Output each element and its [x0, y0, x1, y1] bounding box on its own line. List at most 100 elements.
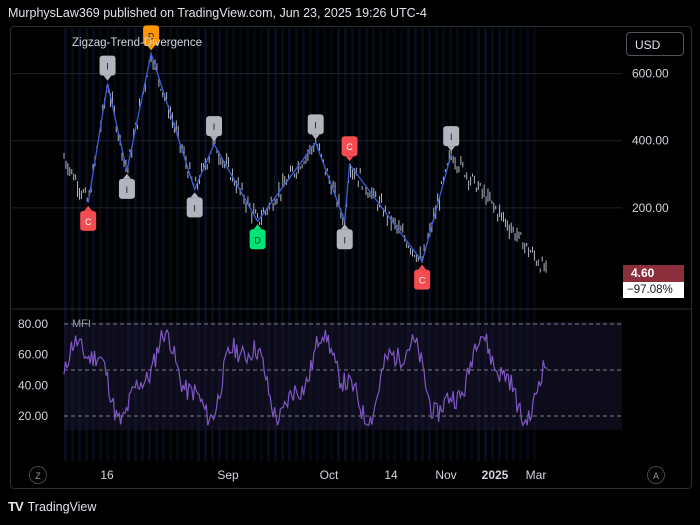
session-stripe: [267, 28, 270, 461]
mfi-line: [63, 328, 548, 427]
zigzag-path: [87, 50, 452, 264]
zigzag-label-pointer: [418, 264, 427, 270]
zigzag-label-box: [307, 114, 324, 135]
zigzag-label-pointer: [122, 173, 131, 179]
session-stripe: [491, 28, 494, 461]
session-stripe: [470, 28, 473, 461]
session-stripe: [64, 28, 67, 461]
zigzag-label-box: [443, 126, 460, 147]
zoom-button[interactable]: Z: [29, 466, 47, 484]
session-stripe: [281, 28, 284, 461]
price-axis: 600.00 400.00 200.00: [632, 67, 669, 215]
zigzag-label-I: I: [186, 192, 203, 218]
zigzag-label-text: I: [193, 203, 196, 213]
zigzag-label-pointer: [84, 205, 93, 211]
session-stripe: [505, 28, 508, 461]
session-stripe: [386, 28, 389, 461]
time-tick-label: Sep: [217, 468, 239, 482]
zigzag-label-box: [186, 197, 203, 218]
price-tick-label: 200.00: [632, 201, 669, 215]
zigzag-label-I: I: [443, 126, 460, 152]
brand-name: TradingView: [27, 499, 97, 514]
session-stripe: [176, 28, 179, 461]
zigzag-labels: C I I D I I D I I C C I: [80, 25, 460, 290]
session-stripe: [71, 28, 74, 461]
zigzag-label-I: I: [307, 114, 324, 140]
session-stripe: [134, 28, 137, 461]
session-stripe: [414, 28, 417, 461]
zigzag-label-text: I: [213, 122, 216, 132]
time-tick-label: Mar: [526, 468, 547, 482]
session-stripe: [365, 28, 368, 461]
zigzag-label-text: I: [314, 120, 317, 130]
session-stripe: [190, 28, 193, 461]
zigzag-label-text: I: [126, 185, 129, 195]
session-stripe: [526, 28, 529, 461]
zigzag-label-text: C: [85, 217, 92, 227]
session-stripe: [372, 28, 375, 461]
session-stripe: [204, 28, 207, 461]
auto-scale-button[interactable]: A: [647, 466, 665, 484]
zigzag-line: [87, 50, 452, 264]
zigzag-label-pointer: [147, 45, 156, 51]
session-stripe: [218, 28, 221, 461]
zigzag-label-text: C: [346, 142, 353, 152]
price-tick-label: 400.00: [632, 134, 669, 148]
session-stripe: [442, 28, 445, 461]
session-stripe: [449, 28, 452, 461]
zigzag-label-box: [249, 229, 266, 250]
zigzag-label-pointer: [447, 146, 456, 152]
session-stripe: [155, 28, 158, 461]
time-tick-label: Oct: [320, 468, 339, 482]
currency-button[interactable]: USD: [626, 32, 684, 56]
session-stripe: [197, 28, 200, 461]
session-stripe: [141, 28, 144, 461]
session-stripe: [148, 28, 151, 461]
session-stripe: [428, 28, 431, 461]
session-stripe: [484, 28, 487, 461]
zigzag-label-D: D: [249, 224, 266, 250]
session-stripe: [393, 28, 396, 461]
zigzag-label-box: [341, 136, 358, 157]
session-stripe: [225, 28, 228, 461]
session-stripe: [113, 28, 116, 461]
mfi-axis: 80.00 60.00 40.00 20.00: [18, 317, 48, 423]
session-stripe: [330, 28, 333, 461]
session-stripe: [183, 28, 186, 461]
zigzag-label-box: [143, 25, 160, 46]
session-stripe: [99, 28, 102, 461]
session-stripe: [316, 28, 319, 461]
zigzag-label-text: I: [343, 235, 346, 245]
zigzag-label-box: [99, 55, 116, 76]
session-stripe: [274, 28, 277, 461]
session-stripe: [519, 28, 522, 461]
mfi-tick-label: 40.00: [18, 378, 48, 392]
session-stripe: [477, 28, 480, 461]
session-stripe: [232, 28, 235, 461]
last-price-label: 4.60: [623, 265, 684, 282]
mfi-title: MFI: [72, 318, 91, 330]
session-stripe: [246, 28, 249, 461]
zigzag-label-I: I: [336, 224, 353, 250]
zigzag-label-pointer: [210, 136, 219, 142]
session-stripe: [211, 28, 214, 461]
session-stripe: [358, 28, 361, 461]
session-stripe: [309, 28, 312, 461]
session-stripe: [421, 28, 424, 461]
zigzag-label-box: [206, 116, 223, 137]
footer: TV TradingView: [8, 499, 96, 514]
session-stripe: [463, 28, 466, 461]
zigzag-label-C: C: [414, 264, 431, 290]
zigzag-label-box: [80, 210, 97, 231]
session-stripe: [162, 28, 165, 461]
time-tick-label: Nov: [435, 468, 456, 482]
indicator-title: Zigzag-Trend-Divergence: [72, 37, 202, 49]
session-stripe: [106, 28, 109, 461]
zigzag-label-pointer: [103, 75, 112, 81]
zigzag-label-box: [336, 229, 353, 250]
zigzag-label-I: I: [118, 173, 135, 199]
session-stripe: [288, 28, 291, 461]
time-tick-label: 14: [384, 468, 398, 482]
session-stripe: [85, 28, 88, 461]
